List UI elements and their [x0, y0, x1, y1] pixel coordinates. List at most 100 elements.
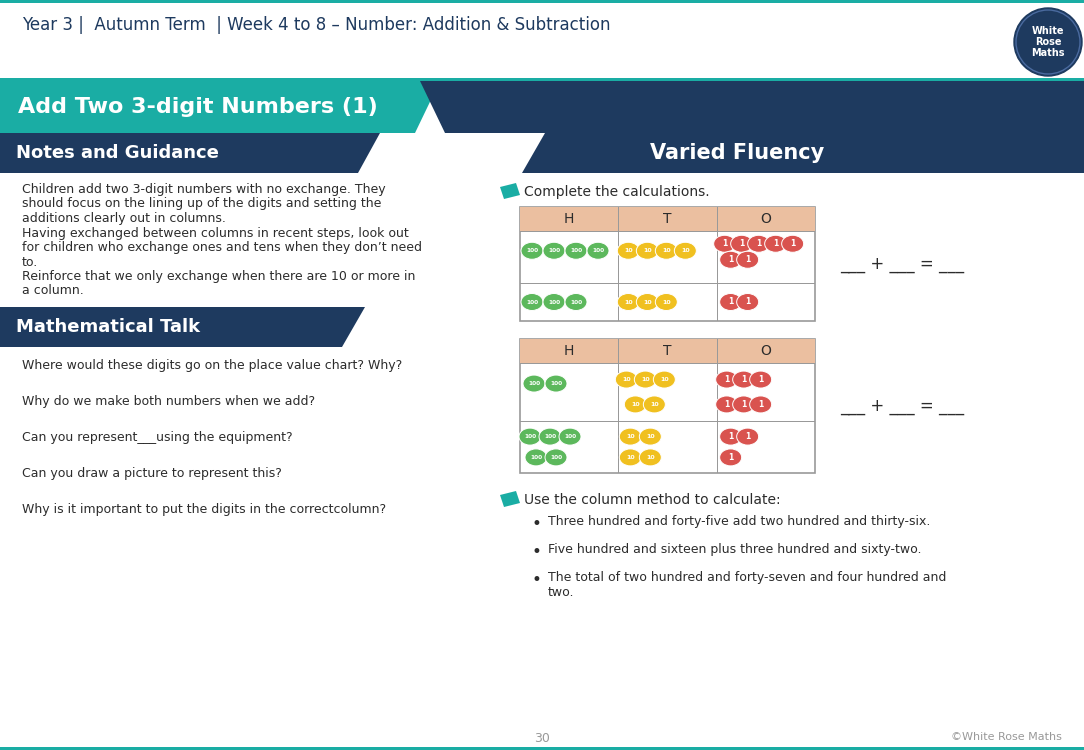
Text: a column.: a column. — [22, 284, 83, 298]
Text: 10: 10 — [624, 299, 633, 304]
Text: •: • — [532, 515, 542, 533]
Text: 1: 1 — [739, 239, 745, 248]
Ellipse shape — [619, 428, 642, 445]
Text: 10: 10 — [627, 434, 634, 439]
Text: Three hundred and forty-five add two hundred and thirty-six.: Three hundred and forty-five add two hun… — [549, 515, 930, 528]
Text: O: O — [760, 344, 772, 358]
Text: Where would these digits go on the place value chart? Why?: Where would these digits go on the place… — [22, 359, 402, 372]
Circle shape — [1014, 8, 1082, 76]
Ellipse shape — [634, 371, 656, 388]
Text: 10: 10 — [631, 402, 640, 407]
Text: 1: 1 — [758, 375, 763, 384]
Bar — [0, 747, 1084, 750]
Bar — [520, 363, 815, 364]
Ellipse shape — [713, 236, 736, 252]
Text: 1: 1 — [728, 298, 733, 307]
Bar — [0, 0, 1084, 3]
Text: 1: 1 — [745, 298, 750, 307]
Text: 1: 1 — [741, 400, 746, 409]
Polygon shape — [0, 307, 365, 347]
Ellipse shape — [733, 371, 754, 388]
Ellipse shape — [656, 242, 678, 260]
Polygon shape — [0, 133, 380, 173]
Text: •: • — [532, 571, 542, 589]
Ellipse shape — [750, 396, 772, 413]
Ellipse shape — [654, 371, 675, 388]
Text: 100: 100 — [547, 248, 560, 254]
Ellipse shape — [720, 428, 741, 445]
Bar — [1012, 6, 1084, 78]
Text: 10: 10 — [643, 248, 651, 254]
Text: 100: 100 — [524, 434, 537, 439]
Text: Varied Fluency: Varied Fluency — [650, 143, 824, 163]
Text: 1: 1 — [728, 453, 733, 462]
Text: 100: 100 — [570, 299, 582, 304]
Ellipse shape — [731, 236, 752, 252]
Ellipse shape — [543, 293, 565, 310]
Text: 10: 10 — [660, 377, 669, 382]
Ellipse shape — [748, 236, 770, 252]
Text: 30: 30 — [534, 732, 550, 745]
Ellipse shape — [737, 251, 759, 268]
Ellipse shape — [720, 251, 741, 268]
Ellipse shape — [624, 396, 646, 413]
Ellipse shape — [519, 428, 541, 445]
Text: Year 3 |  Autumn Term  | Week 4 to 8 – Number: Addition & Subtraction: Year 3 | Autumn Term | Week 4 to 8 – Num… — [22, 16, 610, 34]
Text: 10: 10 — [627, 455, 634, 460]
Ellipse shape — [565, 242, 588, 260]
Polygon shape — [420, 81, 1084, 133]
Text: additions clearly out in columns.: additions clearly out in columns. — [22, 212, 225, 225]
Polygon shape — [500, 491, 520, 507]
Text: Notes and Guidance: Notes and Guidance — [16, 144, 219, 162]
Text: Reinforce that we only exchange when there are 10 or more in: Reinforce that we only exchange when the… — [22, 270, 415, 283]
Ellipse shape — [545, 375, 567, 392]
Text: Why do we make both numbers when we add?: Why do we make both numbers when we add? — [22, 395, 315, 408]
Ellipse shape — [750, 371, 772, 388]
Text: Rose: Rose — [1035, 37, 1061, 47]
Text: 10: 10 — [641, 377, 649, 382]
Text: 10: 10 — [681, 248, 689, 254]
Bar — [520, 283, 815, 284]
Text: Use the column method to calculate:: Use the column method to calculate: — [524, 493, 780, 507]
Text: 10: 10 — [662, 248, 671, 254]
Text: 1: 1 — [758, 400, 763, 409]
Ellipse shape — [525, 449, 547, 466]
Ellipse shape — [720, 449, 741, 466]
Text: 1: 1 — [756, 239, 761, 248]
Text: 1: 1 — [745, 432, 750, 441]
Text: 100: 100 — [526, 299, 538, 304]
Text: for children who exchange ones and tens when they don’t need: for children who exchange ones and tens … — [22, 241, 422, 254]
Bar — [520, 339, 815, 473]
Text: White: White — [1032, 26, 1064, 36]
Ellipse shape — [737, 293, 759, 310]
Text: Why is it important to put the digits in the correct​column?: Why is it important to put the digits in… — [22, 503, 386, 516]
Text: T: T — [663, 344, 672, 358]
Ellipse shape — [643, 396, 666, 413]
Text: 1: 1 — [745, 255, 750, 264]
Bar — [520, 207, 815, 321]
Text: 100: 100 — [550, 381, 563, 386]
Ellipse shape — [782, 236, 803, 252]
Ellipse shape — [617, 242, 640, 260]
Text: Mathematical Talk: Mathematical Talk — [16, 318, 201, 336]
Ellipse shape — [656, 293, 678, 310]
Text: ___ + ___ = ___: ___ + ___ = ___ — [840, 397, 964, 415]
Text: 10: 10 — [646, 434, 655, 439]
Ellipse shape — [521, 293, 543, 310]
Text: 10: 10 — [643, 299, 651, 304]
Text: T: T — [663, 212, 672, 226]
Polygon shape — [522, 133, 1084, 173]
Ellipse shape — [715, 396, 738, 413]
Text: 1: 1 — [728, 255, 733, 264]
Text: Children add two 3-digit numbers with no exchange. They: Children add two 3-digit numbers with no… — [22, 183, 386, 196]
Text: 1: 1 — [790, 239, 796, 248]
Text: ___ + ___ = ___: ___ + ___ = ___ — [840, 255, 964, 273]
Text: 1: 1 — [724, 400, 730, 409]
Text: 10: 10 — [646, 455, 655, 460]
Text: 100: 100 — [544, 434, 556, 439]
Text: to.: to. — [22, 256, 38, 268]
Ellipse shape — [720, 293, 741, 310]
Ellipse shape — [559, 428, 581, 445]
Text: 1: 1 — [724, 375, 730, 384]
Polygon shape — [0, 81, 440, 133]
